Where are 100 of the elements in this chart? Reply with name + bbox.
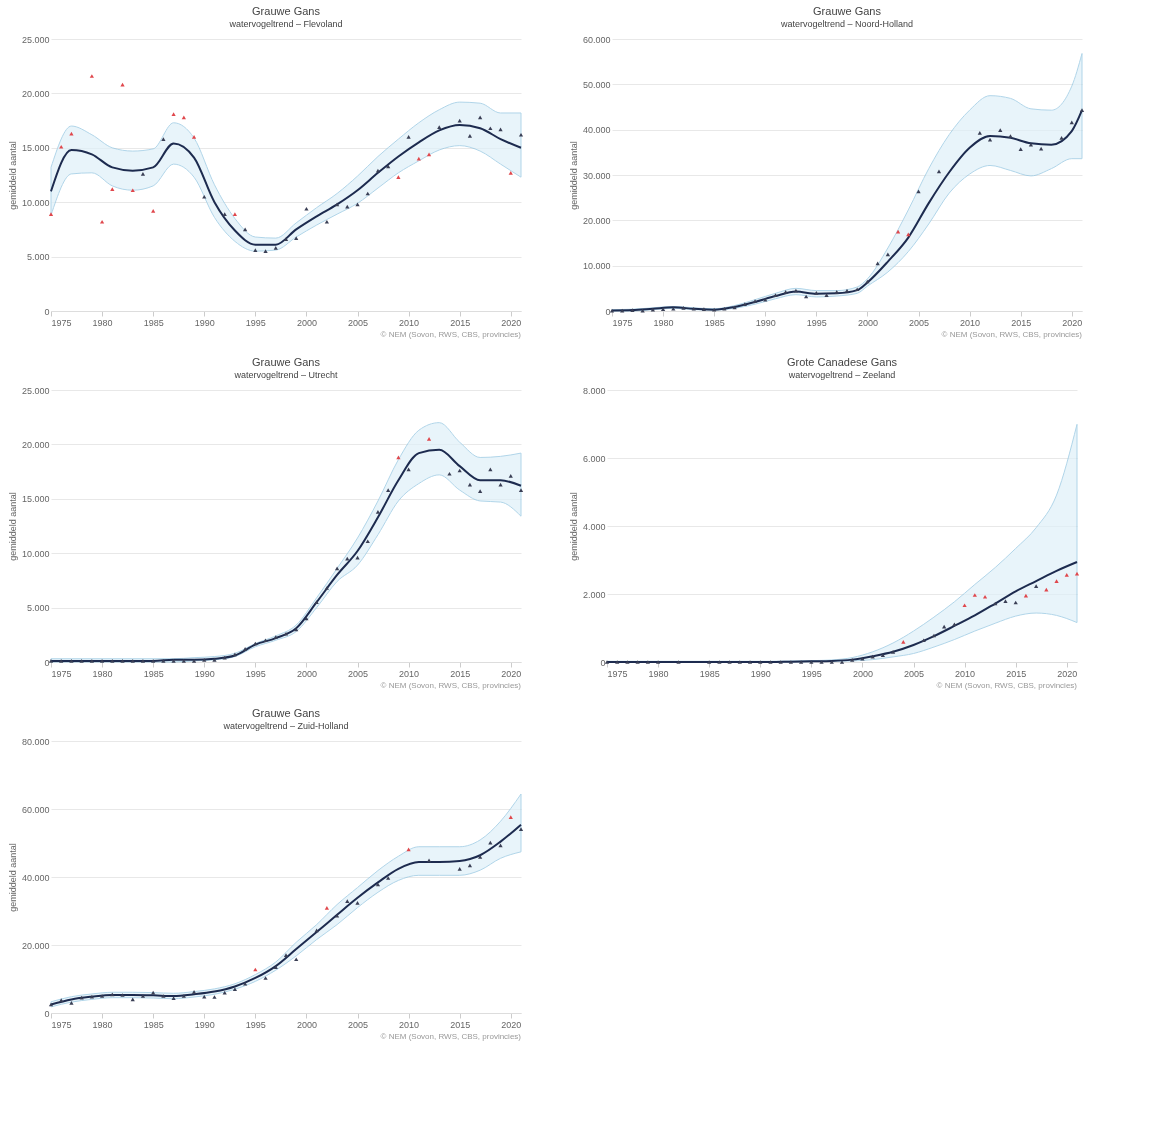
x-tick-label: 1975 [51,1019,72,1030]
x-tick-label: 2015 [450,668,471,679]
point [232,987,238,992]
point [140,994,146,998]
point [773,293,778,297]
point [79,659,84,663]
x-tick-label: 2020 [501,1019,522,1030]
point [850,658,855,662]
point [324,219,329,224]
x-tick-label: 1980 [92,1019,113,1030]
y-tick-label: 20.000 [582,215,611,226]
x-tick-label: 1990 [750,668,771,679]
point [1064,573,1069,577]
y-tick-label: 10.000 [21,548,50,559]
y-tick-label: 6.000 [582,453,606,464]
point [202,994,207,999]
point [212,657,217,662]
point [982,594,988,599]
x-tick-label: 1980 [648,668,669,679]
x-tick-label: 1980 [653,317,674,328]
x-tick-label: 1975 [612,317,633,328]
y-axis-title: gemiddeld aantal [7,843,18,912]
x-tick-label: 1990 [194,668,215,679]
point [253,248,258,252]
point [508,474,513,478]
point [645,660,650,664]
point [120,993,125,997]
point [232,212,238,216]
point [283,953,289,958]
point [324,586,329,590]
point [59,998,64,1002]
chart-title: Grauwe Gans [813,5,882,17]
point [814,291,819,295]
point [916,189,921,194]
y-tick-label: 0 [600,657,606,668]
chart-subtitle: watervogeltrend – Zeeland [787,370,896,380]
point [69,659,74,663]
y-tick-label: 0 [605,306,611,317]
point [59,659,64,663]
point [79,995,84,1000]
x-tick-label: 1995 [806,317,827,328]
x-tick-label: 1995 [245,317,266,328]
point [717,660,722,664]
point [181,659,186,663]
point [921,638,926,643]
point [324,906,329,910]
point [508,170,513,175]
point [1079,108,1085,113]
y-axis-title: gemiddeld aantal [7,492,18,561]
x-tick-label: 1990 [194,1019,215,1030]
point [426,437,432,441]
y-tick-label: 4.000 [582,521,606,532]
point [676,660,681,664]
point [518,827,524,831]
point [355,901,360,905]
point [99,994,105,998]
point [518,488,524,492]
point [130,188,135,193]
y-tick-label: 60.000 [21,804,50,815]
text: © NEM (Sovon, RWS, CBS, provincies) [936,681,1078,690]
point [161,137,166,141]
point [788,660,794,664]
point [120,82,125,87]
point [334,913,340,918]
y-tick-label: 80.000 [21,736,50,747]
x-tick-label: 2005 [348,317,369,328]
point [375,510,381,514]
text: © NEM (Sovon, RWS, CBS, provincies) [380,330,522,339]
point [1034,584,1039,589]
x-tick-label: 1980 [92,317,113,328]
point [191,135,197,139]
text: © NEM (Sovon, RWS, CBS, provincies) [380,681,522,690]
line-series [606,561,1078,663]
chart-title: Grauwe Gans [252,5,321,17]
y-tick-label: 0 [44,657,50,668]
x-tick-label: 2020 [501,668,522,679]
point [386,876,391,880]
point [212,995,217,999]
point [1018,147,1023,151]
point [809,660,814,664]
point [778,660,783,664]
point [447,471,452,476]
y-tick-label: 20.000 [21,940,50,951]
x-tick-label: 2000 [296,1019,317,1030]
y-tick-label: 5.000 [26,603,50,614]
point [763,297,768,302]
point [437,125,442,129]
x-tick-label: 2010 [399,1019,420,1030]
point [630,308,635,312]
x-tick-label: 1985 [704,317,725,328]
point [59,144,64,149]
y-tick-label: 20.000 [21,88,50,99]
point [478,489,483,494]
point [202,194,207,199]
line-series [611,109,1083,312]
point [243,647,248,651]
y-tick-label: 25.000 [21,385,50,396]
point [839,660,845,664]
point [1039,146,1044,151]
point [615,660,620,664]
